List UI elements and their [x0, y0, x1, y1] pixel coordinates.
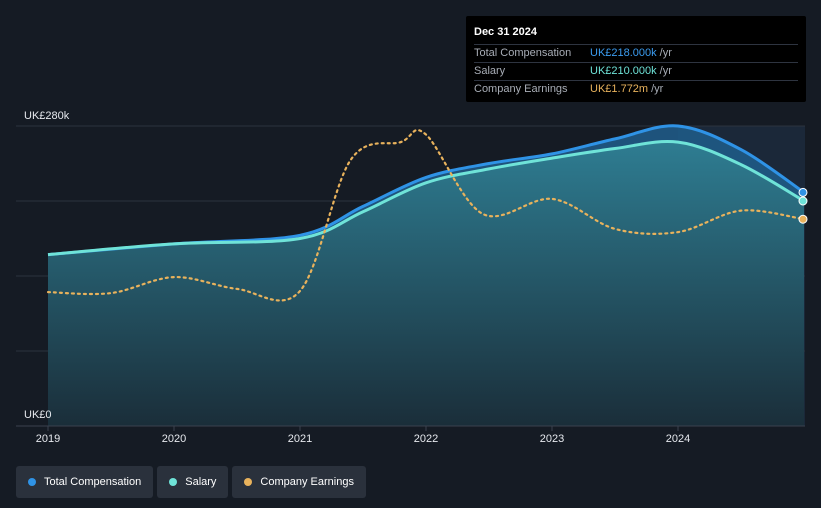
tooltip-row-salary: Salary UK£210.000k /yr [474, 62, 798, 80]
legend-item-total-compensation[interactable]: Total Compensation [16, 466, 154, 498]
legend-dot-icon [169, 478, 178, 486]
legend-label: Salary [185, 476, 217, 488]
legend-label: Company Earnings [260, 476, 354, 488]
end-markers [798, 187, 808, 224]
end-marker-salary [798, 196, 808, 206]
x-tick-label: 2020 [162, 433, 186, 445]
tooltip-value: UK£210.000k [590, 65, 657, 77]
tooltip: Dec 31 2024 Total Compensation UK£218.00… [466, 16, 806, 102]
legend-item-company-earnings[interactable]: Company Earnings [232, 466, 366, 498]
tooltip-label: Total Compensation [474, 47, 572, 59]
tooltip-unit: /yr [659, 65, 672, 77]
tooltip-value: UK£218.000k [590, 47, 657, 59]
legend: Total Compensation Salary Company Earnin… [16, 466, 366, 498]
x-tick-label: 2023 [540, 433, 564, 445]
x-tick-label: 2021 [288, 433, 312, 445]
end-marker-company-earnings [798, 214, 808, 224]
y-axis-top-label: UK£280k [24, 110, 70, 122]
tooltip-value: UK£1.772m [590, 83, 649, 95]
tooltip-unit: /yr [659, 47, 672, 59]
x-tick-label: 2022 [414, 433, 438, 445]
tooltip-date: Dec 31 2024 [474, 26, 537, 38]
x-tick-label: 2019 [36, 433, 60, 445]
tooltip-row-earnings: Company Earnings UK£1.772m /yr [474, 80, 798, 98]
end-marker-total-compensation [798, 187, 808, 197]
legend-dot-icon [244, 478, 253, 486]
salary-area [48, 141, 804, 426]
tooltip-label: Salary [474, 65, 506, 77]
x-tick-label: 2024 [666, 433, 690, 445]
x-axis-ticks: 2019 2020 2021 2022 2023 2024 [36, 426, 690, 445]
tooltip-unit: /yr [651, 83, 664, 95]
company-earnings-line [46, 129, 806, 302]
legend-label: Total Compensation [44, 476, 142, 488]
legend-item-salary[interactable]: Salary [157, 466, 229, 498]
tooltip-row-total: Total Compensation UK£218.000k /yr [474, 44, 798, 62]
tooltip-label: Company Earnings [474, 83, 568, 95]
y-axis-bottom-label: UK£0 [24, 409, 52, 421]
salary-line [47, 140, 805, 257]
legend-dot-icon [28, 478, 36, 486]
